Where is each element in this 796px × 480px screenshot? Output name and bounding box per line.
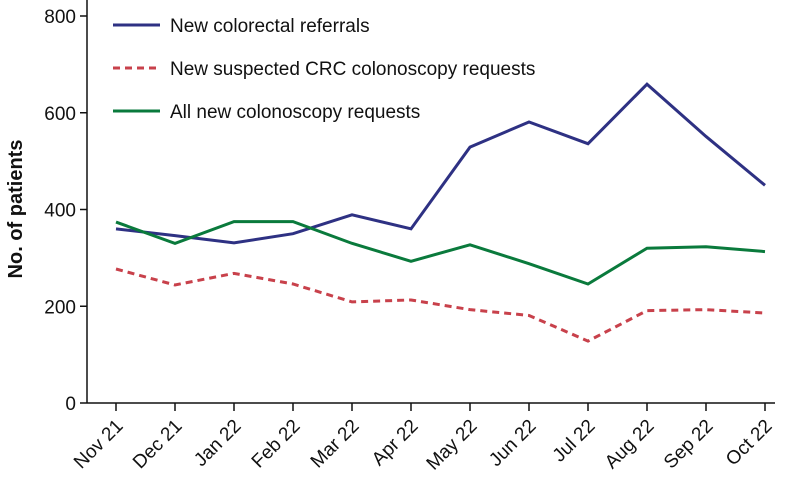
x-tick-label: May 22 [423, 416, 482, 475]
x-tick-label: Feb 22 [248, 416, 305, 473]
x-tick-label: Nov 21 [70, 416, 127, 473]
y-axis-title: No. of patients [5, 140, 27, 279]
y-tick-label: 200 [44, 297, 76, 318]
legend-label-2: New suspected CRC colonoscopy requests [170, 59, 535, 80]
series-line-1 [115, 82, 766, 245]
y-tick-label: 400 [44, 201, 76, 222]
x-tick-label: Jul 22 [549, 416, 600, 467]
x-tick-label: Aug 22 [601, 416, 658, 473]
x-tick-label: Apr 22 [368, 416, 422, 470]
series-layer [115, 82, 766, 343]
series-line-3 [115, 220, 766, 286]
y-tick-label: 0 [65, 394, 76, 415]
legend: New colorectal referrals New suspected CR… [113, 16, 535, 123]
x-tick-label: Mar 22 [307, 416, 364, 473]
y-tick-label: 800 [44, 7, 76, 28]
x-tick-label: Jun 22 [485, 416, 540, 471]
legend-label-3: All new colonoscopy requests [170, 102, 420, 123]
x-tick-label: Dec 21 [129, 416, 186, 473]
legend-label-1: New colorectal referrals [170, 16, 370, 37]
series-line-2 [115, 267, 766, 343]
y-tick-label: 600 [44, 104, 76, 125]
x-tick-label: Jan 22 [190, 416, 245, 471]
x-tick-label: Oct 22 [722, 416, 776, 470]
x-tick-label: Sep 22 [660, 416, 717, 473]
